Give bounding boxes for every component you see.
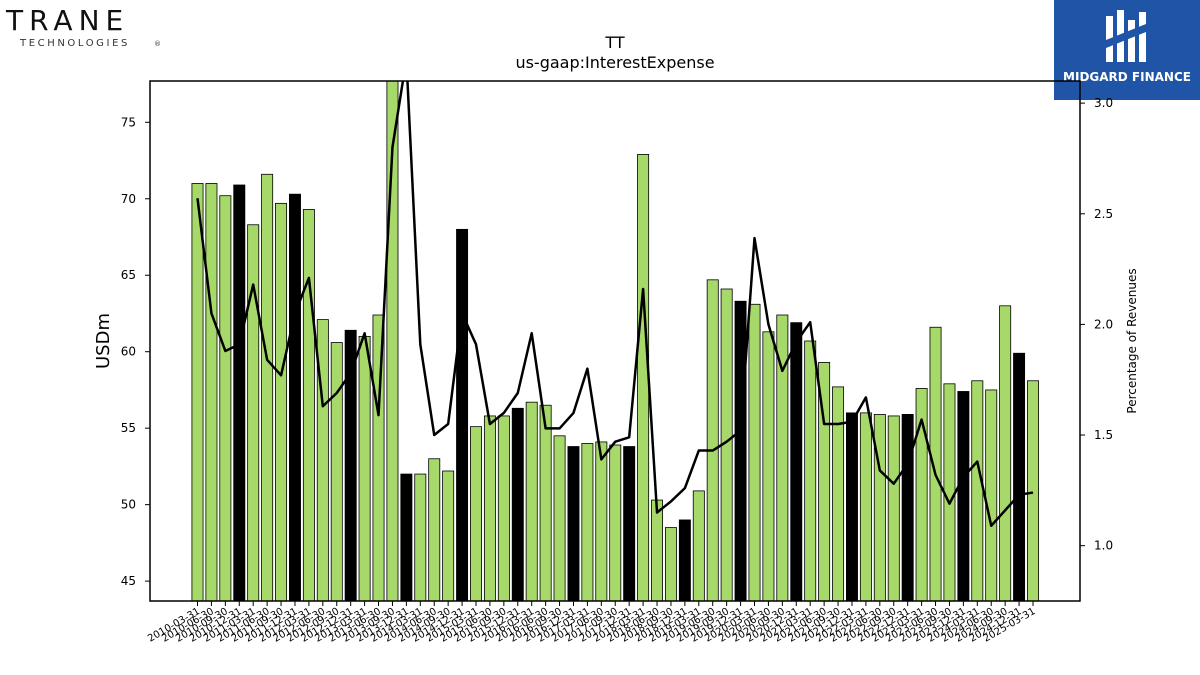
bar [205,183,218,601]
y-right-tick-label: 1.5 [1094,428,1113,442]
bar [191,183,204,601]
y-axis-right-label: Percentage of Revenues [1125,268,1139,413]
bar [651,499,664,601]
bar [790,322,803,601]
x-axis: 2010-03-312010-06-302010-09-302010-12-31… [146,601,1038,645]
bar [943,383,956,601]
bar [219,195,232,601]
bar [985,389,998,601]
bar [915,388,928,601]
bar [901,414,914,601]
bar [581,443,594,601]
bar [832,386,845,601]
bar [623,446,636,601]
bar [233,184,246,601]
bar [678,519,691,601]
y-right-tick-label: 3.0 [1094,96,1113,110]
y-right-tick-label: 2.5 [1094,207,1113,221]
line-series [196,81,1034,528]
y-axis: 45 50 55 60 65 70 75 [121,115,150,588]
bar [1013,352,1026,601]
plot-frame [149,80,1081,602]
bar [971,380,984,601]
midgard-finance-logo: MIDGARD FINANCE [1054,0,1200,100]
bar [1027,380,1039,601]
y-tick-label: 60 [121,345,136,359]
bar [706,279,719,601]
bar [289,193,301,601]
bar [442,470,455,601]
y-tick-label: 75 [121,115,136,129]
bar [999,305,1012,601]
bar [734,300,747,601]
bar [358,336,371,601]
chart-title: TT [604,33,624,52]
y-tick-label: 45 [121,574,136,588]
trane-logo-mark: TRANE TECHNOLOGIES ® [5,4,161,49]
logo-right-text: MIDGARD FINANCE [1063,70,1191,84]
y-right-tick-label: 1.0 [1094,539,1113,553]
y-tick-label: 65 [121,268,136,282]
bar-series [191,81,1039,601]
bar [511,407,524,601]
bar [386,81,399,601]
bar [957,391,970,601]
y-tick-label: 70 [121,192,136,206]
logo-word: TRANE [5,4,129,37]
bar [483,415,496,601]
percentage-line [196,81,1034,528]
bar [567,446,580,601]
bar [692,490,705,601]
y-tick-label: 55 [121,421,136,435]
y-tick-label: 50 [121,498,136,512]
bar [887,415,900,601]
bar [414,473,427,601]
chart-subtitle: us-gaap:InterestExpense [515,53,714,72]
bar [428,458,441,601]
bar [818,362,831,601]
bar [344,329,357,601]
bar [456,228,469,601]
bar [525,401,538,601]
logo-sub: TECHNOLOGIES [19,38,130,49]
bar [637,154,650,601]
bar [372,314,385,601]
bar [316,319,329,601]
bar [497,415,510,601]
bar [776,314,789,601]
y-axis-label: USDm [93,313,114,369]
bar [873,414,886,601]
bar [804,340,817,601]
bar [553,435,566,601]
bar [664,527,677,601]
bar [539,404,552,601]
bar [595,441,608,601]
bar [929,326,942,601]
bar [762,331,775,601]
bar [261,173,274,601]
bar [846,412,858,601]
bar [330,342,343,601]
bar [748,303,761,601]
trane-technologies-logo: TRANE TECHNOLOGIES ® [4,4,164,52]
midgard-emblem-icon: MIDGARD FINANCE [1063,10,1191,84]
y-right-tick-label: 2.0 [1094,317,1113,331]
bar [302,209,315,601]
bar [400,473,413,601]
bar [859,412,872,601]
bar [247,224,260,601]
bar [609,444,622,601]
logo-registered-mark: ® [154,40,161,48]
bar [470,426,482,601]
bar [275,202,288,601]
y-axis-right: 1.0 1.5 2.0 2.5 3.0 [1080,96,1113,553]
